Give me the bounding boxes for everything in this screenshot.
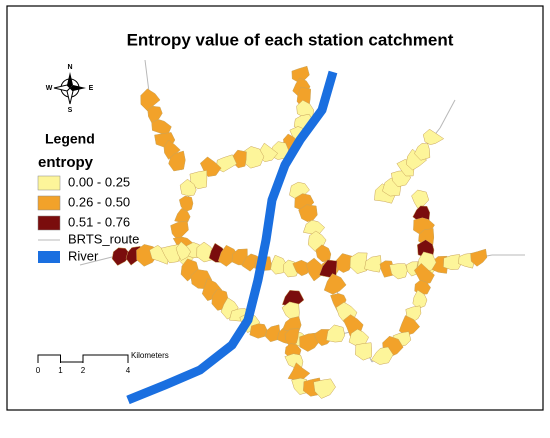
legend-swatch (38, 251, 60, 263)
route (439, 99, 456, 129)
scale-label: 1 (58, 366, 63, 375)
legend: 0.00 - 0.25 0.26 - 0.50 0.51 - 0.76 BRTS_ro… (37, 174, 139, 263)
catchment (470, 248, 488, 267)
map-title: Entropy value of each station catchment (127, 30, 454, 49)
legend-swatch (37, 175, 61, 191)
catchment (284, 328, 300, 348)
compass-needle (67, 72, 73, 88)
catchment (249, 323, 268, 339)
catchment (411, 189, 430, 210)
scale-label: 2 (81, 366, 86, 375)
catchment (265, 324, 281, 343)
legend-label: BRTS_route (68, 231, 139, 246)
catchment (111, 247, 132, 266)
scale-label: 0 (36, 366, 41, 375)
catchment (170, 220, 189, 241)
catchment (323, 273, 347, 295)
catchment (326, 324, 346, 343)
legend-swatch (37, 195, 61, 211)
catchment (414, 143, 431, 161)
catchments (111, 65, 488, 399)
catchment (413, 263, 435, 285)
compass-label: E (89, 85, 94, 92)
catchment (422, 128, 445, 145)
compass-label: S (68, 107, 73, 114)
catchment (313, 378, 336, 399)
catchment (364, 255, 382, 273)
compass-label: W (46, 85, 53, 92)
catchment (179, 195, 194, 213)
river (126, 70, 338, 405)
catchment (140, 88, 161, 112)
catchment (370, 346, 394, 365)
catchment (355, 342, 372, 361)
legend-swatch (37, 215, 61, 231)
compass-needle (70, 85, 86, 91)
catchment (305, 257, 328, 282)
scale-label: 4 (126, 366, 131, 375)
catchment (175, 241, 191, 261)
catchment (398, 315, 421, 336)
legend-label: 0.00 - 0.25 (68, 174, 130, 189)
compass: N S E W (46, 64, 94, 114)
legend-label: 0.51 - 0.76 (68, 214, 130, 229)
catchment (389, 263, 408, 280)
catchment (349, 252, 368, 274)
legend-title: Legend (45, 131, 95, 147)
catchment (412, 289, 428, 309)
catchment (179, 178, 197, 197)
legend-label: River (68, 248, 99, 263)
legend-field: entropy (38, 154, 94, 171)
legend-label: 0.26 - 0.50 (68, 194, 130, 209)
catchment (443, 254, 463, 270)
scale-unit: Kilometers (131, 351, 169, 360)
compass-label: N (67, 64, 72, 71)
catchment (168, 150, 186, 172)
